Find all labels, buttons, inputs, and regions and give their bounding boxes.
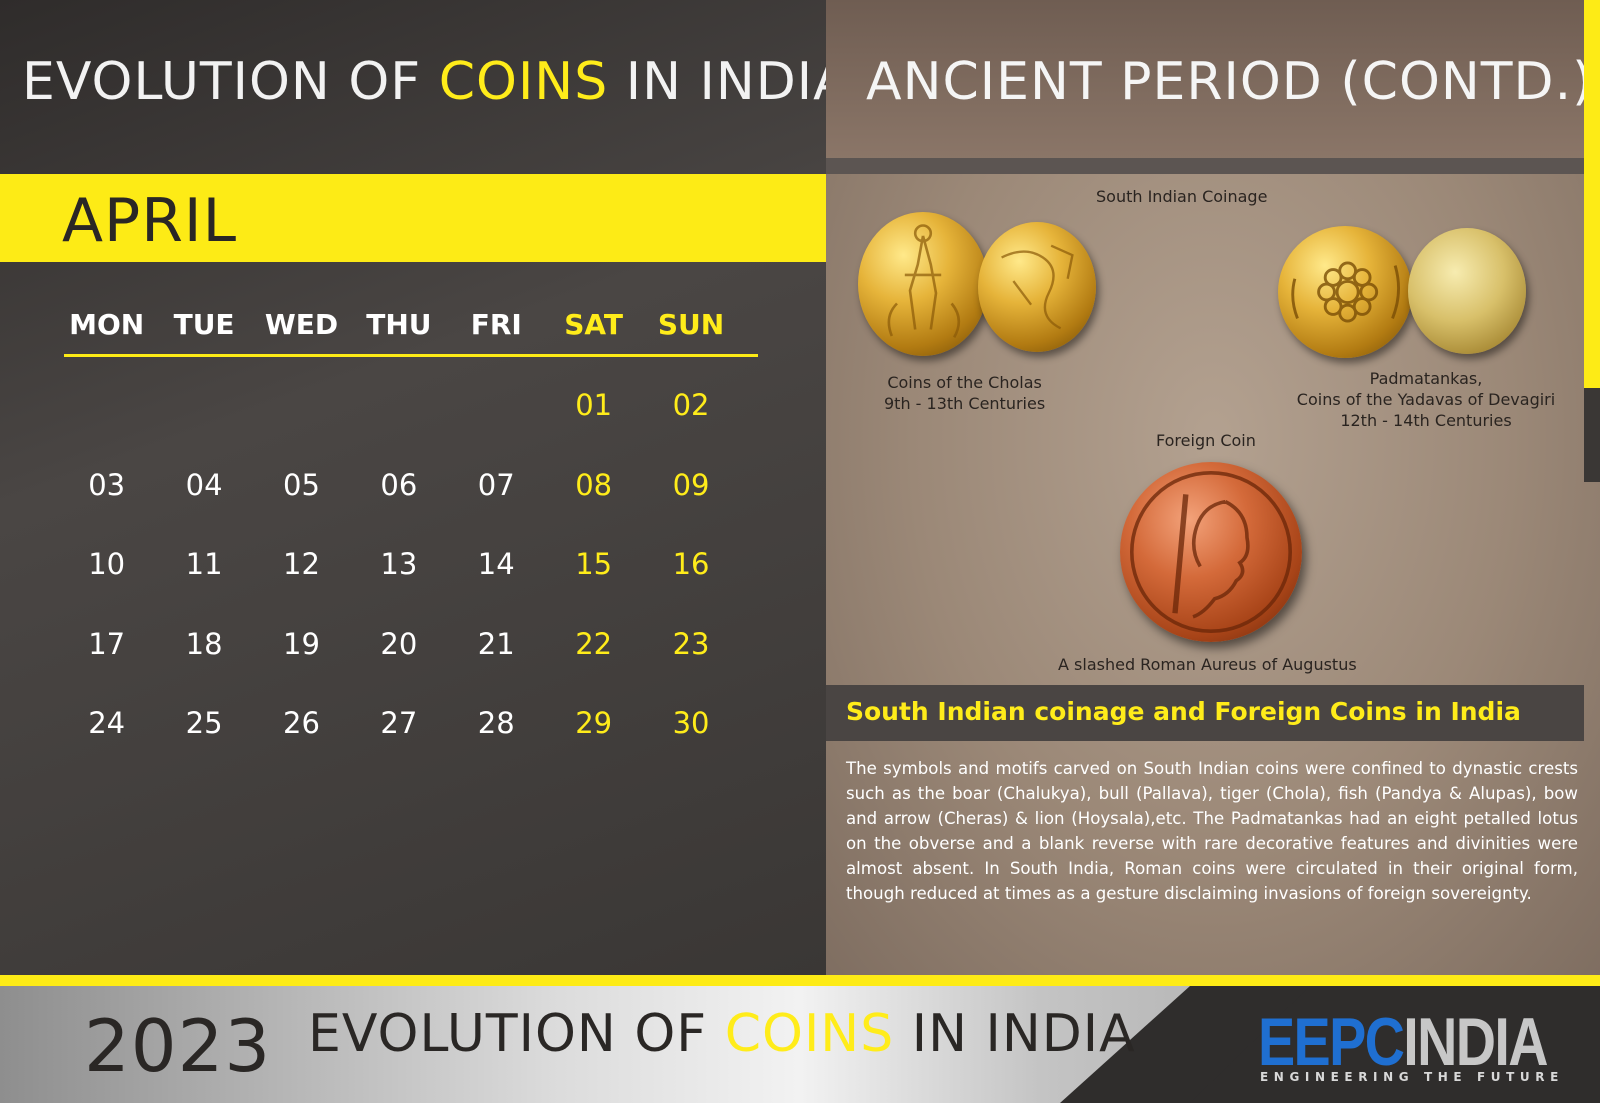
weekday-header: MON TUE WED THU FRI SAT SUN (58, 308, 758, 348)
caption-south-indian: South Indian Coinage (1096, 187, 1268, 206)
calendar-day-03: 03 (88, 467, 126, 502)
calendar-day-09: 09 (672, 467, 710, 502)
logo-tagline: ENGINEERING THE FUTURE (1260, 1070, 1564, 1084)
calendar-day-12: 12 (283, 547, 320, 581)
calendar-day-empty (58, 388, 155, 468)
weekday-fri: FRI (470, 308, 522, 341)
caption-padma-line2: Coins of the Yadavas of Devagiri (1296, 390, 1556, 409)
calendar-day-23: 23 (672, 626, 710, 661)
padmatanka-coin-image (1278, 226, 1412, 358)
calendar-day-27: 27 (380, 706, 418, 740)
caption-foreign: Foreign Coin (1156, 431, 1256, 450)
month-name: APRIL (62, 186, 238, 256)
calendar-day-empty (448, 388, 545, 468)
logo-text-india: INDIA (1403, 1004, 1548, 1080)
weekday-thu: THU (366, 308, 432, 341)
logo-text-eepc: EEPC (1258, 1004, 1405, 1080)
calendar-day-26: 26 (283, 706, 320, 740)
calendar-day-05: 05 (283, 467, 320, 502)
caption-padma-line3: 12th - 14th Centuries (1340, 411, 1512, 430)
divider-strip (826, 158, 1584, 174)
calendar-day-22: 22 (575, 626, 613, 661)
weekday-sat: SAT (564, 308, 624, 341)
calendar-day-empty (350, 388, 447, 468)
sub-heading: South Indian coinage and Foreign Coins i… (846, 697, 1521, 726)
calendar-day-29: 29 (575, 706, 613, 740)
calendar-day-17: 17 (88, 626, 126, 661)
page-title: EVOLUTION OF COINS IN INDIA (22, 52, 849, 112)
lotus-icon (1291, 261, 1400, 323)
coin-engraving-icon (1001, 244, 1074, 330)
chola-coin-image (858, 212, 988, 356)
footer-year: 2023 (84, 1004, 272, 1088)
calendar-day-19: 19 (283, 626, 320, 661)
calendar-day-20: 20 (380, 626, 418, 661)
calendar-day-07: 07 (477, 467, 515, 502)
calendar-day-empty (253, 388, 350, 468)
caption-cholas-line2: 9th - 13th Centuries (884, 394, 1046, 413)
caption-roman-aureus: A slashed Roman Aureus of Augustus (1058, 655, 1357, 674)
chola-coin-image-2 (978, 222, 1096, 352)
calendar-day-06: 06 (380, 467, 418, 502)
calendar-day-25: 25 (185, 706, 223, 740)
caption-padmatankas: Padmatankas, Coins of the Yadavas of Deva… (1286, 368, 1566, 431)
calendar-day-empty (155, 388, 252, 468)
caption-padma-line1: Padmatankas, (1369, 369, 1483, 388)
eepc-india-logo: EEPCINDIA (1258, 1003, 1549, 1081)
section-title: ANCIENT PERIOD (CONTD.) (866, 52, 1594, 112)
description-paragraph: The symbols and motifs carved on South I… (846, 759, 1578, 903)
calendar-day-13: 13 (380, 547, 418, 581)
calendar-day-18: 18 (185, 626, 223, 661)
weekday-mon: MON (69, 308, 145, 341)
footer-title-highlight: COINS (724, 1004, 895, 1064)
calendar-day-30: 30 (672, 706, 710, 740)
title-text-end: IN INDIA (608, 52, 850, 112)
title-highlight: COINS (438, 52, 609, 112)
calendar-day-10: 10 (88, 547, 126, 581)
month-bar: APRIL (0, 174, 826, 262)
calendar-day-08: 08 (575, 467, 613, 502)
footer-title-text-end: IN INDIA (894, 1004, 1136, 1064)
footer-title: EVOLUTION OF COINS IN INDIA (308, 1004, 1136, 1064)
caption-cholas-line1: Coins of the Cholas (887, 373, 1042, 392)
padmatanka-blank-reverse-image (1408, 228, 1526, 354)
accent-bar-dark (1584, 388, 1600, 482)
info-panel: ANCIENT PERIOD (CONTD.) South Indian Coi… (826, 0, 1600, 975)
footer-title-text: EVOLUTION OF (308, 1004, 725, 1064)
calendar-day-21: 21 (477, 626, 515, 661)
calendar-grid: 01 02 03 04 05 06 07 08 09 10 11 12 13 14 15 16 17 18 19 20… (58, 388, 758, 786)
calendar-panel: EVOLUTION OF COINS IN INDIA APRIL MON TUE… (0, 0, 849, 975)
title-text: EVOLUTION OF (22, 52, 439, 112)
roman-aureus-image (1120, 462, 1302, 642)
calendar-day-24: 24 (88, 706, 126, 740)
calendar-day-14: 14 (477, 547, 515, 581)
calendar-day-11: 11 (185, 547, 223, 581)
calendar-day-28: 28 (477, 706, 515, 740)
weekday-sun: SUN (657, 308, 725, 341)
calendar-day-01: 01 (575, 388, 613, 422)
weekday-divider (64, 354, 758, 357)
footer-divider (0, 975, 1600, 986)
weekday-wed: WED (264, 308, 339, 341)
weekday-tue: TUE (173, 308, 235, 341)
calendar-day-16: 16 (672, 547, 710, 581)
caption-cholas: Coins of the Cholas 9th - 13th Centuries (884, 372, 1045, 414)
sub-heading-band: South Indian coinage and Foreign Coins i… (826, 685, 1584, 741)
accent-bar-yellow (1584, 0, 1600, 388)
calendar-day-04: 04 (185, 467, 223, 502)
portrait-icon (1130, 471, 1292, 633)
calendar-day-15: 15 (575, 547, 613, 581)
calendar-day-02: 02 (672, 388, 710, 422)
right-title-band: ANCIENT PERIOD (CONTD.) (826, 0, 1592, 160)
coin-engraving-icon (887, 224, 961, 338)
